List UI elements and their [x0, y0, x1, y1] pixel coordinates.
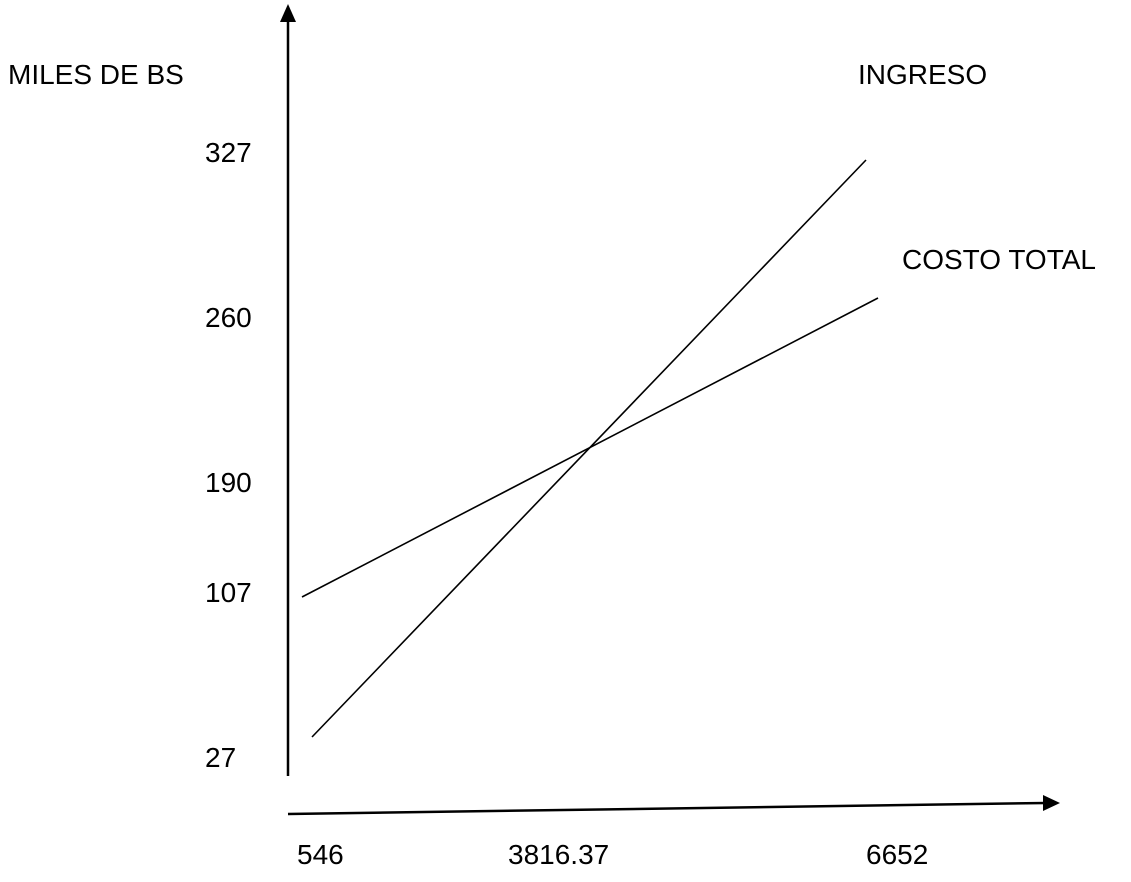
y-tick-label: 27	[205, 742, 236, 773]
x-axis	[287, 801, 1047, 816]
y-axis-title: MILES DE BS	[8, 59, 184, 90]
x-tick-label: 6652	[866, 839, 928, 870]
x-tick-label: 546	[297, 839, 344, 870]
series-line-costo-total	[301, 297, 879, 598]
y-tick-label: 190	[205, 467, 252, 498]
x-axis-arrow	[1043, 795, 1060, 811]
y-tick-label: 327	[205, 137, 252, 168]
y-tick-label: 260	[205, 302, 252, 333]
y-tick-label: 107	[205, 577, 252, 608]
series-label-ingreso: INGRESO	[858, 59, 987, 90]
series-label-costo-total: COSTO TOTAL	[902, 244, 1096, 275]
y-axis-arrow	[280, 4, 296, 22]
x-tick-label: 3816.37	[508, 839, 609, 870]
